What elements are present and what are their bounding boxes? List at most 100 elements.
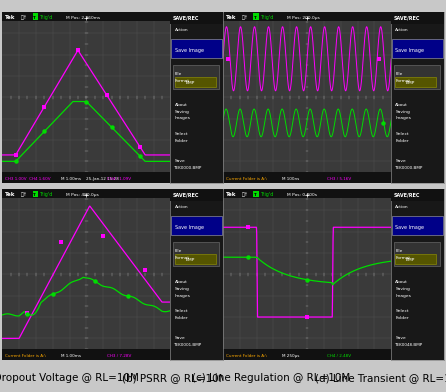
Text: Folder: Folder — [175, 139, 188, 143]
Text: Images: Images — [396, 116, 411, 120]
Text: Save Image: Save Image — [175, 225, 204, 230]
Text: Select: Select — [175, 132, 188, 136]
Text: Select: Select — [396, 132, 409, 136]
Text: CH4 / 2.48V: CH4 / 2.48V — [327, 354, 351, 358]
Text: About: About — [396, 280, 408, 284]
Text: (d) Line Transient @ RL=10M: (d) Line Transient @ RL=10M — [315, 373, 446, 383]
Bar — [396, 254, 436, 264]
Text: Action: Action — [396, 27, 409, 32]
Bar — [391, 189, 444, 201]
Bar — [2, 12, 170, 22]
Text: TEK0001.BMP: TEK0001.BMP — [173, 343, 201, 347]
Bar — [175, 254, 216, 264]
Text: Save Image: Save Image — [396, 225, 425, 230]
Text: Format: Format — [175, 256, 190, 260]
Bar — [223, 348, 391, 360]
Bar — [172, 216, 222, 235]
Text: Current Folder is A:\: Current Folder is A:\ — [5, 354, 45, 358]
Text: Format: Format — [175, 79, 190, 83]
Text: BMP: BMP — [406, 82, 415, 85]
Text: CH4 / 1.09V: CH4 / 1.09V — [107, 176, 131, 181]
Text: Trig'd: Trig'd — [260, 15, 273, 20]
Text: (a) Dropout Voltage @ RL=10M: (a) Dropout Voltage @ RL=10M — [0, 373, 139, 383]
Text: SAVE/REC: SAVE/REC — [173, 192, 199, 198]
Text: BMP: BMP — [185, 258, 194, 263]
Text: ⎍↑: ⎍↑ — [21, 15, 28, 20]
Text: Select: Select — [396, 309, 409, 313]
Bar — [175, 77, 216, 87]
Text: (b) PSRR @ RL=10M: (b) PSRR @ RL=10M — [122, 373, 227, 383]
Text: Folder: Folder — [175, 316, 188, 320]
Text: Save: Save — [175, 336, 186, 340]
Text: Images: Images — [396, 294, 411, 298]
Bar — [391, 12, 444, 24]
Text: ⎍↑: ⎍↑ — [241, 192, 248, 197]
Text: M 250μs: M 250μs — [282, 354, 299, 358]
Text: Tek: Tek — [226, 192, 236, 197]
Bar — [253, 191, 259, 197]
Text: Images: Images — [175, 294, 190, 298]
Text: Current Folder is A:\: Current Folder is A:\ — [226, 354, 266, 358]
Text: Current Folder is A:\: Current Folder is A:\ — [226, 176, 266, 181]
Text: Trig'd: Trig'd — [39, 15, 52, 20]
Text: TEK0000.BMP: TEK0000.BMP — [394, 166, 422, 170]
Bar — [170, 12, 223, 24]
Bar — [2, 172, 170, 183]
Bar — [2, 189, 170, 198]
Text: BMP: BMP — [185, 82, 194, 85]
Text: Saving: Saving — [396, 287, 410, 291]
Text: T: T — [254, 193, 256, 197]
Text: Trig'd: Trig'd — [39, 192, 52, 197]
Bar — [394, 242, 440, 266]
Bar — [2, 348, 170, 360]
Text: About: About — [175, 280, 187, 284]
Text: M Pos: 2.960ms: M Pos: 2.960ms — [66, 16, 100, 20]
Text: Save: Save — [175, 159, 186, 163]
Bar — [33, 13, 38, 20]
Text: M Pos: 200.0μs: M Pos: 200.0μs — [287, 16, 320, 20]
Bar — [223, 12, 391, 22]
Text: SAVE/REC: SAVE/REC — [173, 15, 199, 20]
Bar — [253, 13, 259, 20]
Text: M 100ns: M 100ns — [282, 176, 299, 181]
Text: SAVE/REC: SAVE/REC — [394, 15, 420, 20]
Text: Tek: Tek — [5, 15, 15, 20]
Bar — [33, 191, 38, 197]
Text: Save: Save — [396, 159, 406, 163]
Text: Action: Action — [175, 27, 188, 32]
Text: Action: Action — [175, 205, 188, 209]
Bar — [394, 65, 440, 89]
Text: T: T — [33, 193, 36, 197]
Text: M 1.00ms    25-Jan-12 15:28: M 1.00ms 25-Jan-12 15:28 — [61, 176, 119, 181]
Bar — [392, 216, 443, 235]
Text: Save Image: Save Image — [175, 48, 204, 53]
Text: Tek: Tek — [226, 15, 236, 20]
Text: Format: Format — [396, 79, 410, 83]
Text: Trig'd: Trig'd — [260, 192, 273, 197]
Text: Save: Save — [396, 336, 406, 340]
Text: ⎍↑: ⎍↑ — [241, 15, 248, 20]
Text: Images: Images — [175, 116, 190, 120]
Text: BMP: BMP — [406, 258, 415, 263]
Text: CH3 / 7.28V: CH3 / 7.28V — [107, 354, 131, 358]
Text: CH3 / 5.16V: CH3 / 5.16V — [327, 176, 351, 181]
Text: Saving: Saving — [396, 110, 410, 114]
Text: Folder: Folder — [396, 139, 409, 143]
Text: M Pos: 0.000s: M Pos: 0.000s — [287, 193, 317, 197]
Text: Folder: Folder — [396, 316, 409, 320]
Text: File: File — [396, 249, 403, 253]
Text: About: About — [396, 103, 408, 107]
Text: File: File — [396, 72, 403, 76]
Text: Action: Action — [396, 205, 409, 209]
Text: Format: Format — [396, 256, 410, 260]
Bar — [223, 172, 391, 183]
Text: File: File — [175, 72, 182, 76]
Bar — [173, 65, 219, 89]
Bar — [392, 39, 443, 58]
Text: Saving: Saving — [175, 287, 190, 291]
Text: M Pos: 480.0μs: M Pos: 480.0μs — [66, 193, 99, 197]
Bar — [170, 189, 223, 201]
Text: SAVE/REC: SAVE/REC — [394, 192, 420, 198]
Text: TEK0000.BMP: TEK0000.BMP — [173, 166, 202, 170]
Bar — [396, 77, 436, 87]
